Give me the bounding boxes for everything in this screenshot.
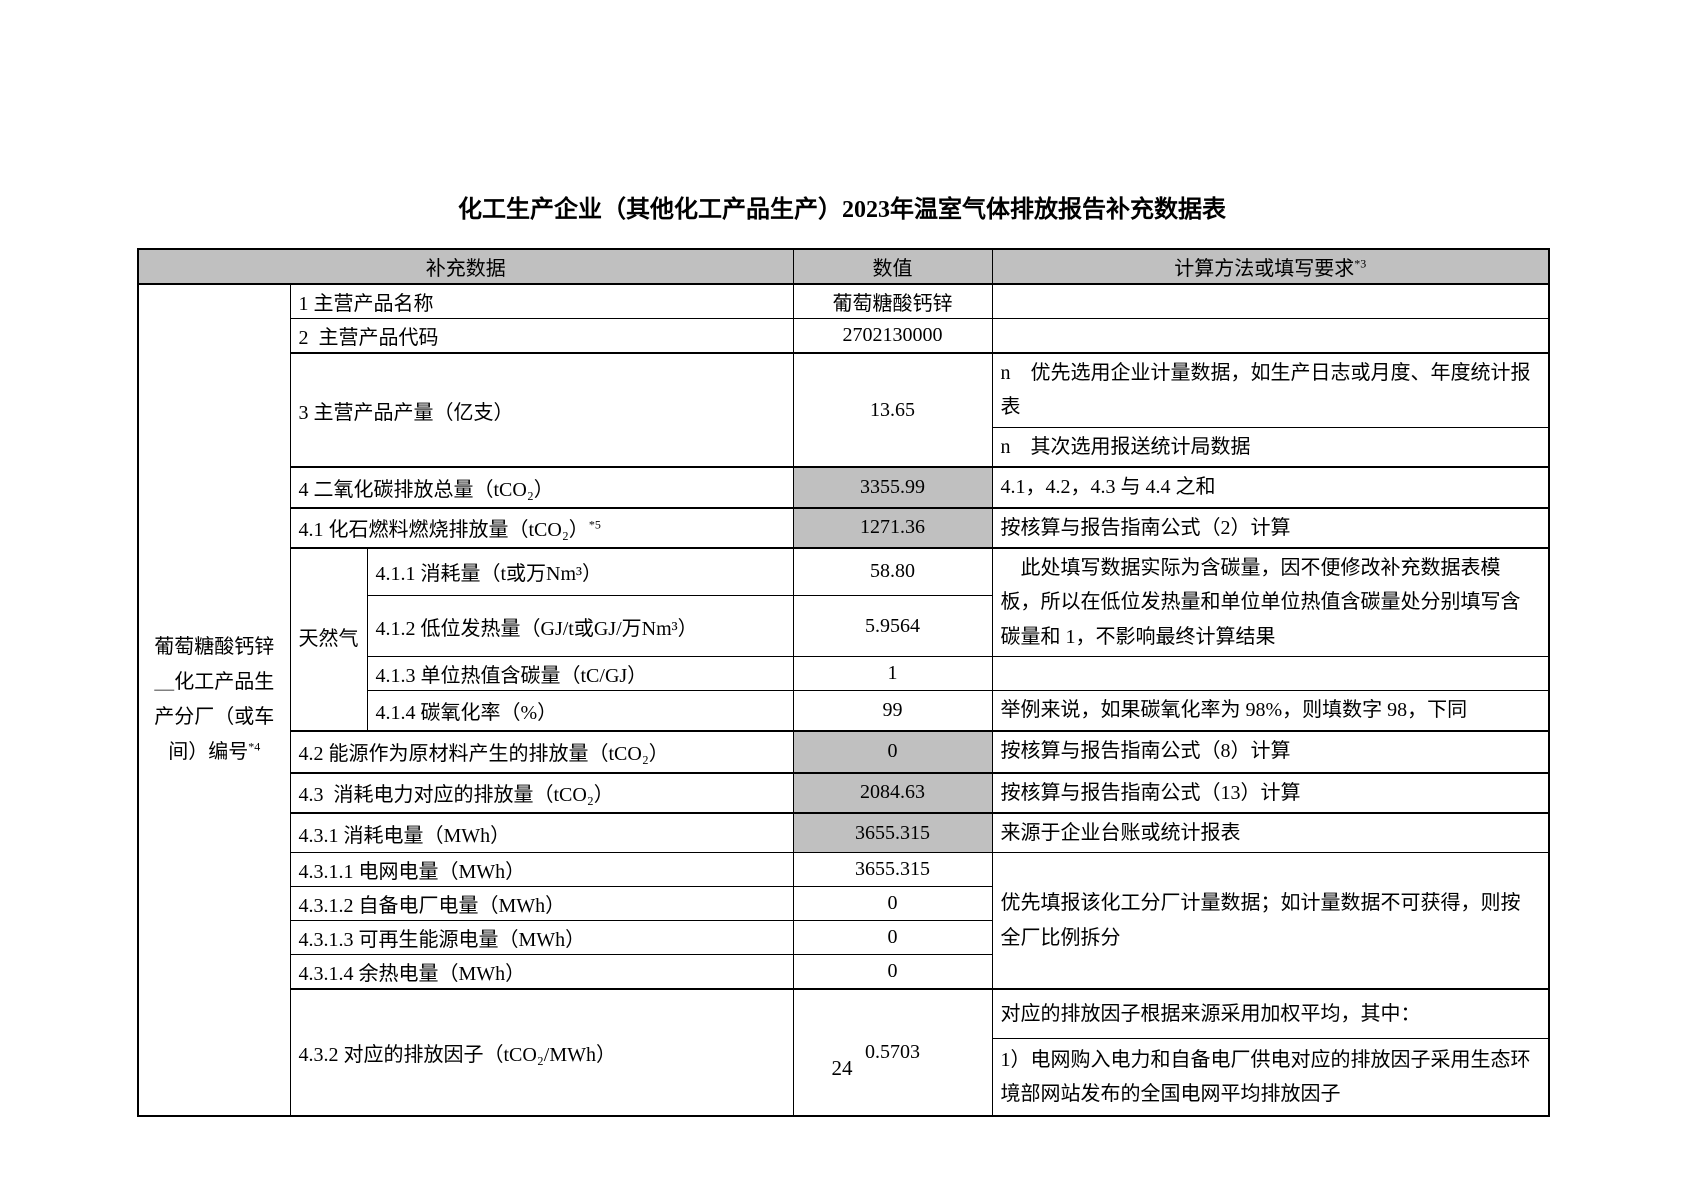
header-method-superscript: *3 (1354, 256, 1367, 271)
header-cell-supplementary-data: 补充数据 (137, 248, 794, 285)
method-cell-feedstock: 按核算与报告指南公式（8）计算 (991, 729, 1550, 774)
fossil-fuel-superscript: *5 (588, 517, 601, 532)
method-cell-fossil-fuel: 按核算与报告指南公式（2）计算 (991, 506, 1550, 549)
row-captive-plant-electricity: 4.3.1.2 自备电厂电量（MWh） 0 (138, 886, 1549, 922)
method-cell-electricity-consumption: 来源于企业台账或统计报表 (991, 811, 1550, 854)
page-number: 24 (831, 1056, 853, 1080)
method-cell-output-secondary: n 其次选用报送统计局数据 (991, 426, 1550, 468)
method-cell-output-priority: n 优先选用企业计量数据，如生产日志或月度、年度统计报表 (991, 351, 1550, 428)
label-cell-fossil-fuel: 4.1 化石燃料燃烧排放量（tCO₂）*5 (289, 506, 794, 549)
label-cell-grid-electricity: 4.3.1.1 电网电量（MWh） (289, 852, 794, 888)
value-cell-heating-value: 5.9564 (792, 594, 993, 658)
facility-label-cell: 葡萄糖酸钙锌＿化工产品生产分厂（或车间）编号*4 (137, 283, 291, 1117)
label-cell-feedstock: 4.2 能源作为原材料产生的排放量（tCO₂） (289, 729, 794, 774)
row-main-product-name: 葡萄糖酸钙锌＿化工产品生产分厂（或车间）编号*4 1 主营产品名称 葡萄糖酸钙锌 (137, 283, 1550, 1117)
method-cell-emission-factor-intro: 对应的排放因子根据来源采用加权平均，其中： (991, 988, 1550, 1039)
value-cell-grid-electricity: 3655.315 (792, 852, 993, 888)
row-emission-factor-2: 1）电网购入电力和自备电厂供电对应的排放因子采用生态环境部网站发布的全国电网平均… (138, 1037, 1550, 1117)
label-cell-waste-heat-electricity: 4.3.1.4 余热电量（MWh） (289, 954, 794, 990)
value-cell-electricity-consumption: 3655.315 (792, 811, 993, 854)
label-cell-electricity-consumption: 4.3.1 消耗电量（MWh） (289, 811, 794, 854)
method-cell-gas-consumption: 此处填写数据实际为含碳量，因不便修改补充数据表模板，所以在低位发热量和单位单位热… (991, 546, 1550, 658)
value-cell-gas-consumption: 58.80 (792, 546, 993, 596)
method-cell-electricity-emissions: 按核算与报告指南公式（13）计算 (991, 771, 1550, 814)
label-cell-main-product-output: 3 主营产品产量（亿支） (289, 351, 794, 468)
label-cell-oxidation-rate: 4.1.4 碳氧化率（%） (366, 690, 794, 732)
value-cell-feedstock: 0 (792, 729, 993, 774)
method-cell-electricity-breakdown: 优先填报该化工分厂计量数据；如计量数据不可获得，则按全厂比例拆分 (991, 852, 1550, 990)
facility-label-text: 葡萄糖酸钙锌＿化工产品生产分厂（或车间）编号 (154, 636, 275, 764)
row-gas-carbon-content: 4.1.3 单位热值含碳量（tC/GJ） 1 (138, 656, 1550, 692)
value-cell-main-product-name: 葡萄糖酸钙锌 (792, 283, 993, 319)
value-cell-renewable-electricity: 0 (792, 920, 993, 956)
row-gas-lower-heating-value: 4.1.2 低位发热量（GJ/t或GJ/万Nm³） 5.9564 (138, 594, 1549, 658)
method-cell-total-co2: 4.1，4.2，4.3 与 4.4 之和 (991, 466, 1550, 509)
row-main-product-output: 3 主营产品产量（亿支） 13.65 n 优先选用企业计量数据，如生产日志或月度… (138, 351, 1550, 468)
method-cell-oxidation-rate: 举例来说，如果碳氧化率为 98%，则填数字 98，下同 (991, 690, 1550, 732)
method-cell-emission-factor-detail: 1）电网购入电力和自备电厂供电对应的排放因子采用生态环境部网站发布的全国电网平均… (991, 1037, 1550, 1117)
value-cell-total-co2: 3355.99 (792, 466, 993, 509)
value-cell-captive-electricity: 0 (792, 886, 993, 922)
value-cell-waste-heat-electricity: 0 (792, 954, 993, 990)
natural-gas-group-cell: 天然气 (289, 546, 368, 732)
row-fossil-fuel-emissions: 4.1 化石燃料燃烧排放量（tCO₂）*5 1271.36 按核算与报告指南公式… (138, 506, 1550, 549)
label-cell-heating-value: 4.1.2 低位发热量（GJ/t或GJ/万Nm³） (366, 594, 794, 658)
method-cell-main-product-code (991, 318, 1550, 354)
value-cell-main-product-output: 13.65 (792, 351, 993, 468)
method-cell-main-product-name (991, 283, 1550, 319)
fossil-fuel-label-text: 4.1 化石燃料燃烧排放量（tCO₂） (298, 519, 589, 542)
label-cell-electricity-emissions: 4.3 消耗电力对应的排放量（tCO₂） (289, 771, 794, 814)
table-container: 补充数据 数值 计算方法或填写要求*3 葡萄糖酸钙锌＿化工产品生产分厂（或车间）… (137, 248, 1550, 1118)
doc-title: 化工生产企业（其他化工产品生产）2023年温室气体排放报告补充数据表 (458, 197, 1226, 223)
supplementary-data-table: 补充数据 数值 计算方法或填写要求*3 葡萄糖酸钙锌＿化工产品生产分厂（或车间）… (137, 248, 1550, 1118)
value-cell-emission-factor: 0.5703 (792, 988, 993, 1117)
row-gas-consumption: 天然气 4.1.1 消耗量（t或万Nm³） 58.80 此处填写数据实际为含碳量… (138, 546, 1550, 732)
row-electricity-emissions: 4.3 消耗电力对应的排放量（tCO₂） 2084.63 按核算与报告指南公式（… (138, 771, 1550, 814)
label-cell-total-co2: 4 二氧化碳排放总量（tCO₂） (289, 466, 794, 509)
row-renewable-electricity: 4.3.1.3 可再生能源电量（MWh） 0 (138, 920, 1549, 956)
header-cell-method: 计算方法或填写要求*3 (991, 248, 1550, 285)
label-cell-carbon-content: 4.1.3 单位热值含碳量（tC/GJ） (366, 656, 794, 692)
row-feedstock-emissions: 4.2 能源作为原材料产生的排放量（tCO₂） 0 按核算与报告指南公式（8）计… (138, 729, 1550, 774)
value-cell-main-product-code: 2702130000 (792, 318, 993, 354)
facility-label-superscript: *4 (248, 739, 261, 754)
method-cell-carbon-content (991, 656, 1550, 692)
value-cell-fossil-fuel: 1271.36 (792, 506, 993, 549)
row-emission-factor: 4.3.2 对应的排放因子（tCO₂/MWh） 0.5703 对应的排放因子根据… (138, 988, 1550, 1117)
label-cell-renewable-electricity: 4.3.1.3 可再生能源电量（MWh） (289, 920, 794, 956)
header-row: 补充数据 数值 计算方法或填写要求*3 (137, 248, 1550, 285)
row-grid-electricity: 4.3.1.1 电网电量（MWh） 3655.315 优先填报该化工分厂计量数据… (138, 852, 1550, 990)
label-cell-emission-factor: 4.3.2 对应的排放因子（tCO₂/MWh） (289, 988, 794, 1117)
value-cell-carbon-content: 1 (792, 656, 993, 692)
row-total-co2-emissions: 4 二氧化碳排放总量（tCO₂） 3355.99 4.1，4.2，4.3 与 4… (138, 466, 1550, 509)
label-cell-main-product-name: 1 主营产品名称 (289, 283, 794, 319)
label-cell-captive-electricity: 4.3.1.2 自备电厂电量（MWh） (289, 886, 794, 922)
header-cell-value: 数值 (792, 248, 993, 285)
row-waste-heat-electricity: 4.3.1.4 余热电量（MWh） 0 (138, 954, 1549, 990)
row-gas-oxidation-rate: 4.1.4 碳氧化率（%） 99 举例来说，如果碳氧化率为 98%，则填数字 9… (138, 690, 1550, 732)
header-method-text: 计算方法或填写要求 (1174, 258, 1355, 280)
value-cell-oxidation-rate: 99 (792, 690, 993, 732)
label-cell-gas-consumption: 4.1.1 消耗量（t或万Nm³） (366, 546, 794, 596)
value-cell-electricity-emissions: 2084.63 (792, 771, 993, 814)
row-main-product-output-2: n 其次选用报送统计局数据 (138, 426, 1550, 468)
label-cell-main-product-code: 2 主营产品代码 (289, 318, 794, 354)
row-main-product-code: 2 主营产品代码 2702130000 (138, 318, 1550, 354)
row-electricity-consumption: 4.3.1 消耗电量（MWh） 3655.315 来源于企业台账或统计报表 (138, 811, 1550, 854)
